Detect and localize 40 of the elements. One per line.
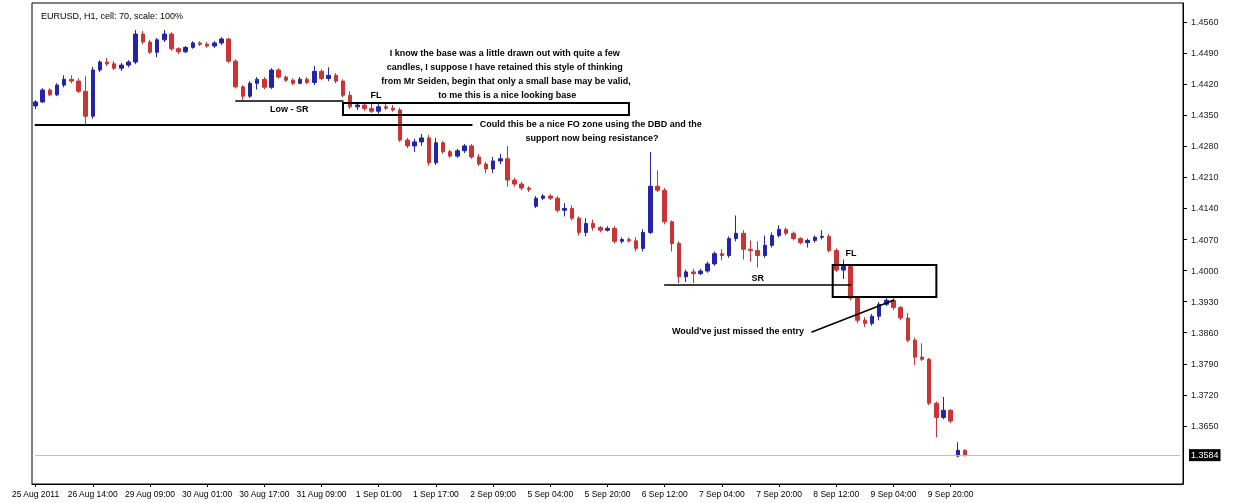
x-tick-label: 31 Aug 09:00 — [296, 488, 347, 499]
annotation: FL — [370, 90, 382, 100]
x-tick-label: 5 Sep 04:00 — [527, 488, 574, 499]
x-tick-label: 2 Sep 09:00 — [470, 488, 517, 499]
x-tick-label: 1 Sep 01:00 — [355, 488, 402, 499]
x-tick-label: 30 Aug 17:00 — [239, 488, 290, 499]
y-tick-label: 1.4350 — [1191, 110, 1219, 121]
y-tick-label: 1.4210 — [1191, 172, 1219, 183]
ref-line-label: 1.3584 — [1191, 450, 1219, 461]
x-tick-label: 6 Sep 12:00 — [641, 488, 688, 499]
x-tick-label: 30 Aug 01:00 — [182, 488, 233, 499]
y-tick-label: 1.3860 — [1191, 327, 1219, 338]
y-tick-label: 1.3650 — [1191, 420, 1219, 431]
annotation: I know the base was a little drawn out with quite a few candles, I suppose I have retained this style of thinking from Mr Seiden, begin that only a small base may be valid, to me this is a nice looking base — [381, 48, 631, 100]
x-tick-label: 5 Sep 20:00 — [584, 488, 631, 499]
x-tick-label: 26 Aug 14:00 — [67, 488, 119, 499]
x-tick-label: 8 Sep 12:00 — [813, 488, 860, 499]
x-tick-label: 9 Sep 20:00 — [927, 488, 974, 499]
x-tick-label: 7 Sep 20:00 — [756, 488, 803, 499]
y-tick-label: 1.4420 — [1191, 79, 1219, 90]
x-tick-label: 29 Aug 09:00 — [124, 488, 176, 499]
y-tick-label: 1.4140 — [1191, 203, 1219, 214]
y-tick-label: 1.4490 — [1191, 48, 1219, 59]
text: EURUSD, H1, cell: 70, scale: 100% — [41, 10, 184, 21]
y-tick-label: 1.3930 — [1191, 296, 1219, 307]
annotation: Could this be a nice FO zone using the DBD and the support now being resistance? — [479, 119, 705, 143]
x-tick-label: 9 Sep 04:00 — [870, 488, 917, 499]
annotation: Would've just missed the entry — [671, 326, 805, 336]
y-tick-label: 1.4280 — [1191, 141, 1219, 152]
y-tick-label: 1.4000 — [1191, 265, 1219, 276]
ref-line-label: Low - SR — [270, 103, 310, 114]
y-tick-label: 1.3790 — [1191, 358, 1219, 369]
ref-line-label: SR — [751, 272, 765, 283]
x-tick-label: 1 Sep 17:00 — [412, 488, 460, 499]
x-tick-label: 25 Aug 2011 — [12, 488, 60, 499]
y-tick-label: 1.4070 — [1191, 234, 1219, 245]
x-tick-label: 7 Sep 04:00 — [698, 488, 746, 499]
y-tick-label: 1.3720 — [1191, 389, 1219, 400]
y-tick-label: 1.4560 — [1191, 17, 1219, 28]
annotation: FL — [845, 248, 857, 258]
